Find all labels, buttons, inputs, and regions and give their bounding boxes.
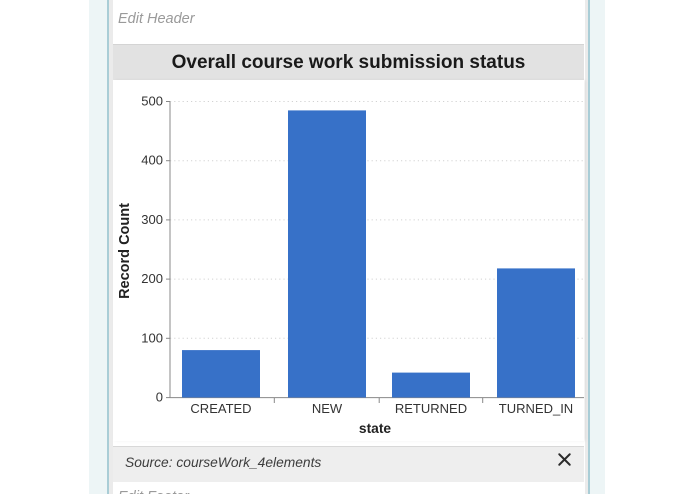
- svg-text:300: 300: [141, 212, 163, 227]
- svg-text:0: 0: [156, 390, 163, 405]
- svg-text:500: 500: [141, 94, 163, 109]
- svg-text:100: 100: [141, 330, 163, 345]
- svg-text:TURNED_IN: TURNED_IN: [499, 401, 573, 416]
- svg-text:RETURNED: RETURNED: [395, 401, 467, 416]
- svg-text:NEW: NEW: [312, 401, 343, 416]
- svg-text:200: 200: [141, 271, 163, 286]
- svg-text:400: 400: [141, 153, 163, 168]
- svg-text:state: state: [359, 421, 392, 436]
- svg-text:CREATED: CREATED: [190, 401, 251, 416]
- svg-text:Record Count: Record Count: [117, 203, 133, 299]
